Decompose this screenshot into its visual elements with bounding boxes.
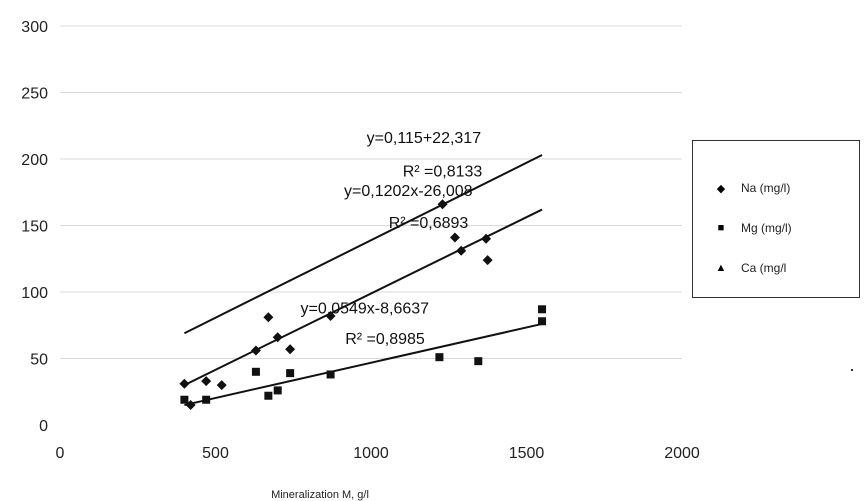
x-axis-label: Mineralization M, g/l [271,489,369,501]
legend-item-na: ◆ Na (mg/l) [713,181,791,195]
point-mg [180,395,189,404]
annotation-label: R² =0,8985 [345,331,425,348]
y-tick-label: 100 [21,285,48,302]
trendline-annotations: y=0,115+22,317 R² =0,8133 y=0,1202x-26,008… [301,130,483,348]
annotation-label: y=0,115+22,317 [367,130,482,147]
point-mg [538,317,547,326]
trendline-series-1 [184,322,543,407]
point-na [216,380,227,391]
y-tick-label: 50 [30,352,48,369]
point-na [449,232,460,243]
point-mg [435,353,444,362]
point-mg [202,395,211,404]
point-na [456,245,467,256]
point-mg [286,369,295,378]
triangle-marker-icon: ▲ [715,262,727,274]
legend-label-na: Na (mg/l) [741,181,791,195]
y-axis-ticks: 0 50 100 150 200 250 300 [21,19,48,435]
point-na [250,345,261,356]
point-na [325,310,336,321]
annotation-label: R² =0,6893 [389,215,469,232]
square-marker-icon: ■ [717,222,725,234]
point-mg [251,367,260,376]
legend-item-ca: ▲ Ca (mg/l [713,261,787,275]
legend-label-mg: Mg (mg/l) [741,221,792,235]
point-na [179,378,190,389]
point-na [272,332,283,343]
point-na [263,312,274,323]
y-tick-label: 150 [21,219,48,236]
stray-dot [851,369,853,371]
data-points [179,199,547,411]
diamond-marker-icon: ◆ [716,182,726,195]
point-mg [474,357,483,366]
annotation-label: y=0,0549x-8,6637 [301,300,430,317]
y-tick-label: 300 [21,19,48,36]
trendline-series-2 [183,154,543,335]
point-mg [538,305,547,314]
legend-item-mg: ■ Mg (mg/l) [713,221,792,235]
annotation-label: R² =0,8133 [403,163,483,180]
legend-label-ca: Ca (mg/l [741,261,787,275]
point-na [201,376,212,387]
point-na [481,233,492,244]
x-tick-label: 1000 [353,445,389,462]
x-tick-label: 500 [202,445,229,462]
y-tick-label: 200 [21,152,48,169]
y-tick-label: 0 [39,418,48,435]
x-tick-label: 1500 [509,445,545,462]
point-mg [326,370,335,379]
point-na [482,255,493,266]
x-tick-label: 0 [56,445,65,462]
legend: ◆ Na (mg/l) ■ Mg (mg/l) ▲ Ca (mg/l [692,140,860,298]
y-tick-label: 250 [21,86,48,103]
gridlines [60,25,682,359]
point-mg [273,386,282,395]
x-axis-ticks: 0 500 1000 1500 2000 [56,445,700,462]
point-mg [264,391,273,400]
point-na [437,199,448,210]
annotation-label: y=0,1202x-26,008 [344,183,473,200]
point-na [285,344,296,355]
x-tick-label: 2000 [664,445,700,462]
